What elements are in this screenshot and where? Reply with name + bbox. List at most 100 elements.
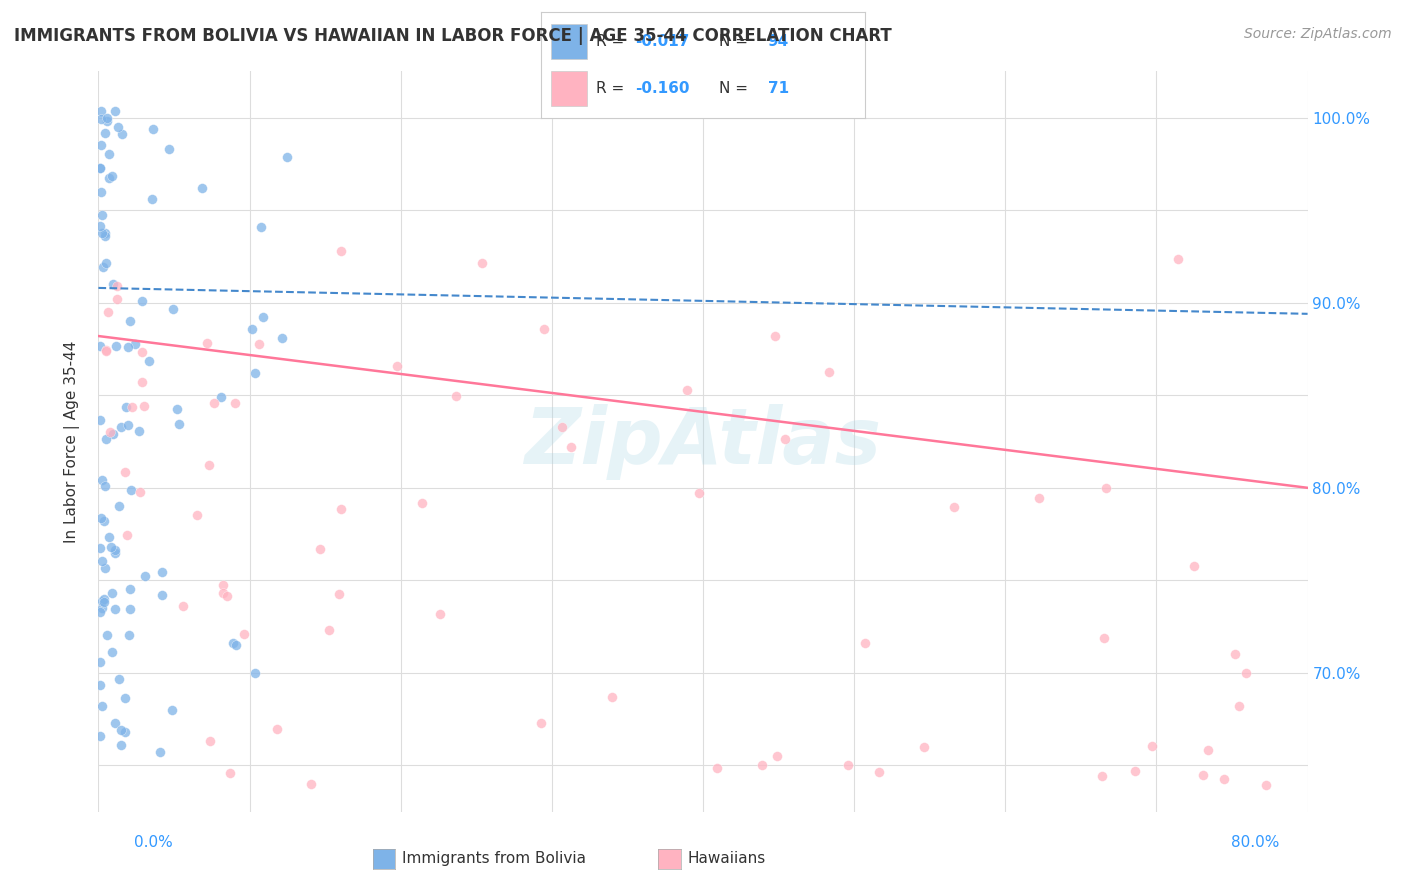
Point [240,321,263,335]
Point [104,339,127,353]
Point [94,561,117,575]
Point [1140,739,1163,753]
Point [250,219,273,234]
Point [1091,769,1114,783]
Point [818,365,841,379]
Point [101,277,124,292]
Point [195,336,218,351]
Point [117,418,139,433]
Point [94,479,117,493]
Point [266,722,288,736]
Point [100,169,122,183]
Point [308,542,330,557]
Point [222,636,245,650]
Point [90,473,112,487]
Point [276,150,298,164]
Point [94,343,117,357]
Point [1223,647,1246,661]
Text: R =: R = [596,34,630,49]
Point [96,111,118,125]
Point [94,344,117,359]
Point [471,256,494,270]
Text: 94: 94 [768,34,789,49]
Point [98,171,121,186]
Point [104,543,127,558]
Point [166,402,188,417]
Point [530,715,553,730]
Point [411,496,433,510]
Point [763,329,786,343]
Point [162,301,184,316]
Point [299,777,322,791]
Point [110,723,132,737]
Point [150,565,173,579]
Point [202,396,225,410]
Point [1227,699,1250,714]
Point [943,500,966,514]
Point [198,734,221,748]
Point [131,375,153,389]
Point [1028,491,1050,505]
Point [91,699,114,714]
Point [252,310,274,325]
Point [444,389,467,403]
Point [104,601,127,615]
Point [107,120,129,134]
Point [90,185,112,199]
Point [89,729,111,743]
Point [96,114,118,128]
Point [89,161,111,175]
Text: -0.160: -0.160 [636,81,689,96]
Text: 80.0%: 80.0% [1232,836,1279,850]
Point [93,514,115,528]
Point [90,138,112,153]
Point [600,690,623,704]
Point [104,545,127,559]
Point [329,502,352,516]
Point [329,244,352,259]
Point [101,427,124,442]
Point [97,147,120,161]
Point [271,331,294,345]
Point [688,486,710,500]
Point [1182,559,1205,574]
Point [162,703,184,717]
Point [100,586,122,600]
Point [318,623,340,637]
Point [89,413,111,427]
Text: Immigrants from Bolivia: Immigrants from Bolivia [402,852,586,866]
Point [91,226,114,240]
Point [91,208,114,222]
Point [172,599,194,613]
Point [91,260,114,274]
Point [110,419,132,434]
Point [93,595,115,609]
Point [167,417,190,432]
Point [110,739,132,753]
Point [247,336,270,351]
Text: N =: N = [720,34,754,49]
Text: 0.0%: 0.0% [134,836,173,850]
Point [117,340,139,354]
Point [89,339,111,353]
Point [1212,772,1234,786]
Point [1095,481,1118,495]
Point [1197,742,1219,756]
Point [132,399,155,413]
Point [124,337,146,351]
Point [91,594,114,608]
Point [134,568,156,582]
Point [773,432,796,446]
Point [191,181,214,195]
Point [120,582,142,596]
Point [225,638,247,652]
Point [219,766,242,780]
Point [751,758,773,772]
Point [1123,764,1146,778]
Point [148,745,170,759]
Point [1092,631,1115,645]
Point [105,292,128,306]
Point [912,739,935,754]
Point [215,589,238,603]
Text: Source: ZipAtlas.com: Source: ZipAtlas.com [1244,27,1392,41]
